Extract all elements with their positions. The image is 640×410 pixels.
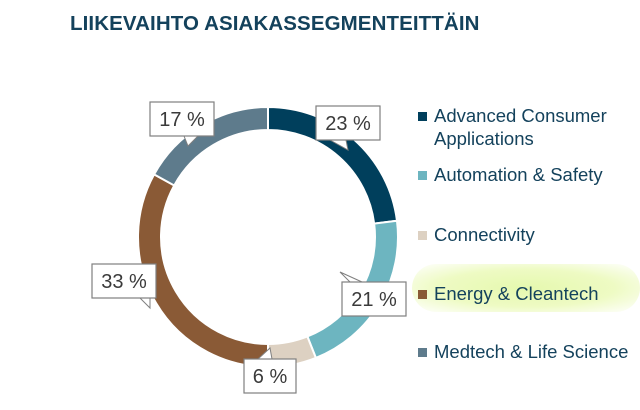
- data-label-text: 17 %: [159, 109, 205, 131]
- legend-swatch: [418, 290, 427, 299]
- legend-item-medtech-life-science: Medtech & Life Science: [418, 340, 640, 363]
- data-labels: 23 % 21 % 6 % 33 % 17 %: [91, 101, 407, 394]
- data-label-0: 23 %: [315, 105, 381, 151]
- donut-slice-3: [137, 173, 269, 369]
- data-label-text: 33 %: [101, 271, 147, 293]
- legend-swatch: [418, 171, 427, 180]
- legend-item-automation-safety: Automation & Safety: [418, 163, 640, 186]
- donut-slice-4: [152, 105, 269, 187]
- donut-slices: [137, 105, 399, 369]
- legend-item-advanced-consumer-applications: Advanced Consumer Applications: [418, 104, 640, 150]
- data-label-4: 17 %: [149, 101, 215, 147]
- legend-label: Medtech & Life Science: [434, 341, 629, 362]
- data-label-text: 23 %: [325, 113, 371, 135]
- legend-label: Energy & Cleantech: [434, 283, 599, 304]
- legend-label: Advanced Consumer Applications: [434, 105, 607, 149]
- legend-swatch: [418, 231, 427, 240]
- data-label-3: 33 %: [91, 263, 157, 310]
- data-label-1: 21 %: [339, 271, 407, 317]
- legend-swatch: [418, 112, 427, 121]
- chart-title: LIIKEVAIHTO ASIAKASSEGMENTEITTÄIN: [70, 12, 480, 35]
- legend-label: Connectivity: [434, 224, 535, 245]
- legend-item-connectivity: Connectivity: [418, 223, 640, 246]
- legend-item-energy-cleantech: Energy & Cleantech: [418, 282, 640, 305]
- data-label-text: 6 %: [253, 366, 288, 388]
- legend-highlight: [412, 264, 640, 312]
- legend-label: Automation & Safety: [434, 164, 603, 185]
- legend-swatch: [418, 348, 427, 357]
- data-label-2: 6 %: [243, 347, 297, 394]
- data-label-text: 21 %: [351, 289, 397, 311]
